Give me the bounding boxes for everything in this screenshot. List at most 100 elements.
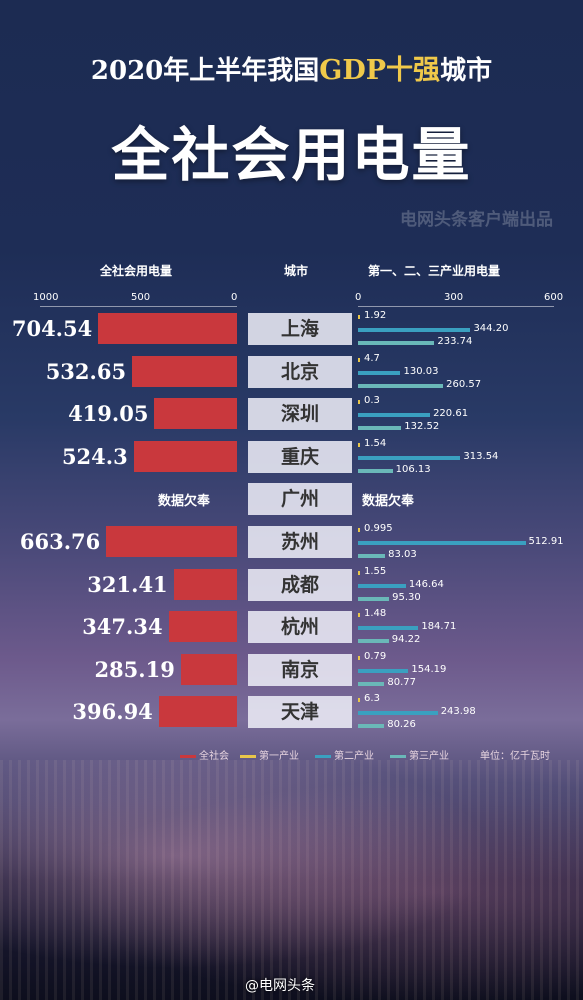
missing-data-label: 数据欠奉 xyxy=(362,494,415,510)
secondary-bar xyxy=(358,328,471,332)
primary-value-label: 0.995 xyxy=(364,523,393,534)
tertiary-value-label: 80.77 xyxy=(387,676,417,688)
total-bar xyxy=(168,611,237,643)
total-value-label: 347.34 xyxy=(82,614,163,640)
header-industry: 第一、二、三产业用电量 xyxy=(368,264,501,278)
primary-bar xyxy=(358,655,360,660)
primary-bar xyxy=(358,357,360,362)
page-subtitle: 全社会用电量 xyxy=(111,121,472,189)
tertiary-value-label: 132.52 xyxy=(404,421,440,433)
total-bar xyxy=(98,313,237,344)
secondary-bar xyxy=(358,668,409,673)
primary-bar xyxy=(358,570,360,575)
legend-swatch-tertiary xyxy=(390,754,406,758)
tertiary-value-label: 233.74 xyxy=(437,336,473,347)
secondary-value-label: 154.19 xyxy=(411,663,447,675)
city-label: 广州 xyxy=(248,483,352,516)
tertiary-bar xyxy=(358,554,386,558)
secondary-bar xyxy=(358,626,419,631)
secondary-bar xyxy=(358,413,431,418)
total-value-label: 419.05 xyxy=(68,401,149,427)
city-label: 上海 xyxy=(248,313,352,345)
tertiary-value-label: 106.13 xyxy=(395,463,431,475)
total-bar xyxy=(180,653,237,685)
legend-swatch-secondary xyxy=(315,754,331,758)
total-bar xyxy=(106,526,237,557)
primary-value-label: 0.3 xyxy=(364,395,380,407)
primary-bar xyxy=(358,315,360,319)
tertiary-value-label: 80.26 xyxy=(387,719,416,731)
city-label: 天津 xyxy=(248,696,352,729)
title-prefix: 2020年上半年我国 xyxy=(90,56,320,86)
source-credit: 电网头条客户端出品 xyxy=(400,210,553,230)
legend-label: 第二产业 xyxy=(334,751,374,762)
total-bar xyxy=(154,398,237,430)
secondary-value-label: 344.20 xyxy=(473,323,509,334)
tertiary-bar xyxy=(358,426,402,431)
primary-bar xyxy=(358,528,360,532)
page-title: 2020年上半年我国GDP十强城市 xyxy=(0,48,583,87)
left-axis-line xyxy=(40,306,237,307)
primary-value-label: 6.3 xyxy=(364,693,380,705)
city-label: 深圳 xyxy=(248,398,352,431)
right-tick-label: 600 xyxy=(544,292,564,303)
secondary-bar xyxy=(358,711,438,716)
tertiary-value-label: 95.30 xyxy=(392,591,421,603)
primary-bar xyxy=(358,442,360,447)
secondary-value-label: 243.98 xyxy=(440,706,476,718)
total-value-label: 285.19 xyxy=(94,656,175,682)
total-bar xyxy=(173,568,237,600)
legend-item-total: 全社会 xyxy=(180,747,229,762)
left-tick-label: 1000 xyxy=(33,292,59,303)
primary-value-label: 1.55 xyxy=(364,565,387,577)
right-tick-label: 300 xyxy=(444,292,464,303)
total-value-label: 524.3 xyxy=(61,443,128,469)
tertiary-bar xyxy=(358,681,385,686)
total-value-label: 532.65 xyxy=(45,358,127,384)
legend-label: 第三产业 xyxy=(409,751,449,762)
tertiary-bar xyxy=(358,383,444,388)
title-suffix: 城市 xyxy=(440,56,493,86)
legend-label: 全社会 xyxy=(199,751,229,762)
tertiary-value-label: 260.57 xyxy=(446,378,482,390)
secondary-value-label: 184.71 xyxy=(421,621,457,633)
city-label: 南京 xyxy=(248,653,352,686)
header-city: 城市 xyxy=(284,264,309,278)
secondary-value-label: 220.61 xyxy=(433,408,469,420)
legend-swatch-total xyxy=(180,754,196,758)
left-tick-label: 0 xyxy=(231,292,238,303)
primary-bar xyxy=(358,400,360,405)
tertiary-value-label: 83.03 xyxy=(388,549,417,560)
secondary-bar xyxy=(358,583,406,588)
tertiary-bar xyxy=(358,341,435,345)
header-total: 全社会用电量 xyxy=(100,264,173,278)
secondary-value-label: 313.54 xyxy=(463,450,499,462)
primary-value-label: 4.7 xyxy=(364,352,380,364)
total-bar xyxy=(158,696,237,728)
primary-bar xyxy=(358,613,360,618)
total-bar xyxy=(133,440,237,472)
right-axis-line xyxy=(358,306,554,307)
city-label: 北京 xyxy=(248,355,352,388)
tertiary-bar xyxy=(358,468,393,473)
primary-value-label: 1.92 xyxy=(364,310,387,321)
legend-item-secondary: 第二产业 xyxy=(315,747,374,762)
tertiary-value-label: 94.22 xyxy=(391,634,421,646)
primary-value-label: 1.48 xyxy=(364,608,387,620)
primary-value-label: 0.79 xyxy=(364,650,387,662)
weibo-watermark: @电网头条 xyxy=(245,978,315,994)
city-label: 成都 xyxy=(248,568,352,601)
tertiary-bar xyxy=(358,596,390,601)
missing-data-label: 数据欠奉 xyxy=(158,494,211,510)
city-label: 苏州 xyxy=(248,526,352,558)
total-value-label: 396.94 xyxy=(72,699,153,725)
legend-item-primary: 第一产业 xyxy=(240,747,299,762)
legend-swatch-primary xyxy=(240,754,256,758)
primary-bar xyxy=(358,698,361,703)
secondary-bar xyxy=(358,455,461,460)
total-value-label: 321.41 xyxy=(87,571,168,597)
left-tick-label: 500 xyxy=(131,292,151,303)
city-skyline-background xyxy=(0,760,583,1000)
tertiary-bar xyxy=(358,639,389,644)
